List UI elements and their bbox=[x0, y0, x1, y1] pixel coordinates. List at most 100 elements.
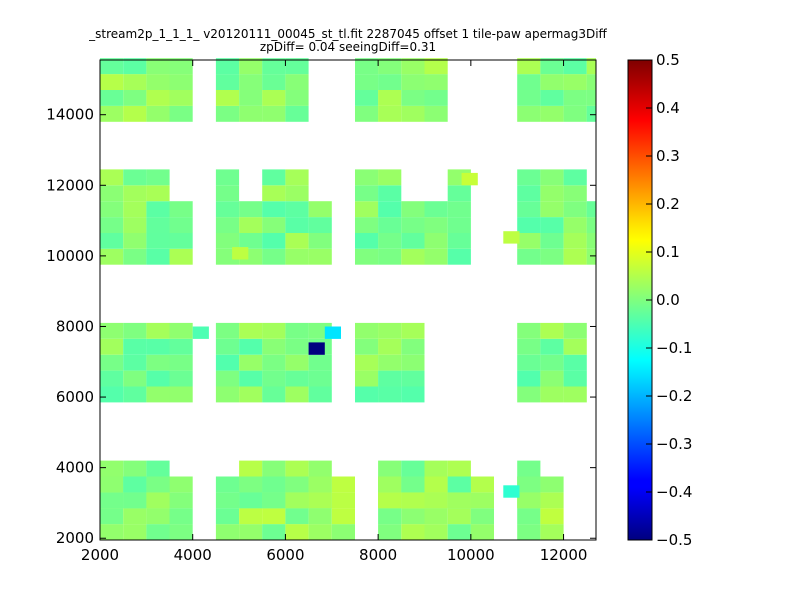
heatmap-cell bbox=[100, 90, 124, 106]
heatmap-cell bbox=[262, 460, 286, 477]
heatmap-cell bbox=[424, 476, 448, 493]
heatmap-cell bbox=[378, 460, 402, 477]
heatmap-cell bbox=[215, 232, 240, 249]
heatmap-cell bbox=[215, 105, 240, 122]
heatmap-cell bbox=[169, 58, 193, 75]
heatmap-cell bbox=[401, 476, 425, 493]
heatmap-cell bbox=[540, 169, 564, 186]
heatmap-cell bbox=[470, 476, 494, 493]
heatmap-cell bbox=[146, 370, 170, 387]
heatmap-cell bbox=[215, 201, 240, 218]
heatmap-cell bbox=[308, 201, 332, 218]
heatmap-cell bbox=[169, 370, 193, 387]
heatmap-cell bbox=[378, 248, 402, 265]
heatmap-cell bbox=[378, 58, 402, 75]
heatmap-cell bbox=[355, 74, 379, 90]
heatmap-cell bbox=[540, 185, 564, 202]
heatmap-cell bbox=[146, 386, 170, 403]
x-tick-label: 6000 bbox=[266, 546, 304, 564]
heatmap-cell bbox=[262, 232, 286, 249]
heatmap-cell-special bbox=[461, 172, 478, 186]
heatmap-cell bbox=[401, 90, 425, 106]
heatmap-cell bbox=[100, 524, 124, 540]
heatmap-cell bbox=[355, 232, 379, 249]
heatmap-cell bbox=[239, 370, 263, 387]
heatmap-cell-special bbox=[503, 231, 520, 244]
heatmap-cell bbox=[146, 338, 170, 355]
heatmap-cell bbox=[123, 185, 147, 202]
heatmap-cell bbox=[262, 185, 286, 202]
heatmap-cell bbox=[563, 386, 587, 403]
heatmap-cell-special bbox=[324, 326, 341, 339]
heatmap-cell bbox=[215, 508, 240, 525]
heatmap-cell bbox=[215, 74, 240, 90]
heatmap-cell bbox=[262, 354, 286, 371]
heatmap-cell bbox=[378, 322, 402, 339]
heatmap-cell bbox=[100, 492, 124, 509]
heatmap-cell bbox=[563, 354, 587, 371]
heatmap-cell bbox=[285, 105, 309, 122]
heatmap-cell bbox=[215, 169, 240, 186]
heatmap-cell bbox=[146, 248, 170, 265]
heatmap-cell bbox=[146, 217, 170, 233]
heatmap-cell bbox=[239, 232, 263, 249]
heatmap-cell bbox=[100, 58, 124, 75]
colorbar-tick-label: 0.5 bbox=[656, 51, 680, 69]
heatmap-cell bbox=[447, 524, 471, 540]
x-tick-label: 10000 bbox=[447, 546, 495, 564]
heatmap-cell bbox=[169, 338, 193, 355]
heatmap-cell bbox=[355, 248, 379, 265]
heatmap-cell bbox=[586, 58, 596, 75]
heatmap-cell bbox=[517, 185, 541, 202]
heatmap-cell bbox=[378, 354, 402, 371]
heatmap-cell bbox=[517, 248, 541, 265]
heatmap-cell bbox=[215, 524, 240, 540]
heatmap-cell bbox=[424, 508, 448, 525]
heatmap-cell bbox=[355, 338, 379, 355]
heatmap-cell bbox=[378, 386, 402, 403]
heatmap-cell bbox=[215, 58, 240, 75]
heatmap-cell-special bbox=[192, 326, 209, 339]
heatmap-cell bbox=[424, 232, 448, 249]
heatmap-cell bbox=[285, 185, 309, 202]
heatmap-cell bbox=[355, 370, 379, 387]
heatmap-cell bbox=[239, 354, 263, 371]
heatmap-cell bbox=[563, 201, 587, 218]
heatmap-cell bbox=[285, 508, 309, 525]
heatmap-cell bbox=[100, 169, 124, 186]
heatmap-cell bbox=[540, 105, 564, 122]
heatmap-cell bbox=[239, 217, 263, 233]
y-tick-label: 4000 bbox=[56, 459, 94, 477]
heatmap-cell bbox=[262, 217, 286, 233]
heatmap-cell bbox=[285, 169, 309, 186]
heatmap-cell bbox=[378, 90, 402, 106]
heatmap-cell bbox=[100, 460, 124, 477]
heatmap-cell bbox=[215, 322, 240, 339]
heatmap-cell bbox=[285, 338, 309, 355]
heatmap-cell bbox=[517, 322, 541, 339]
heatmap-cell bbox=[401, 386, 425, 403]
y-tick-label: 2000 bbox=[56, 529, 94, 547]
heatmap-cell bbox=[100, 185, 124, 202]
heatmap-cell bbox=[285, 370, 309, 387]
heatmap-cell bbox=[355, 185, 379, 202]
colorbar-tick-label: −0.4 bbox=[656, 483, 692, 501]
heatmap-cell bbox=[401, 58, 425, 75]
heatmap-cell bbox=[424, 74, 448, 90]
heatmap-cell bbox=[401, 492, 425, 509]
heatmap-cell bbox=[169, 232, 193, 249]
heatmap-cell bbox=[215, 217, 240, 233]
heatmap-cell bbox=[239, 460, 263, 477]
heatmap-cell bbox=[215, 370, 240, 387]
heatmap-cell bbox=[262, 74, 286, 90]
heatmap-cell bbox=[215, 476, 240, 493]
heatmap-cell bbox=[169, 476, 193, 493]
heatmap-cell bbox=[447, 492, 471, 509]
heatmap-cell bbox=[100, 386, 124, 403]
heatmap-cell bbox=[401, 74, 425, 90]
heatmap-cell bbox=[285, 201, 309, 218]
y-tick-label: 6000 bbox=[56, 388, 94, 406]
heatmap-cell bbox=[540, 476, 564, 493]
heatmap-cell bbox=[169, 492, 193, 509]
y-tick-label: 14000 bbox=[46, 106, 94, 124]
